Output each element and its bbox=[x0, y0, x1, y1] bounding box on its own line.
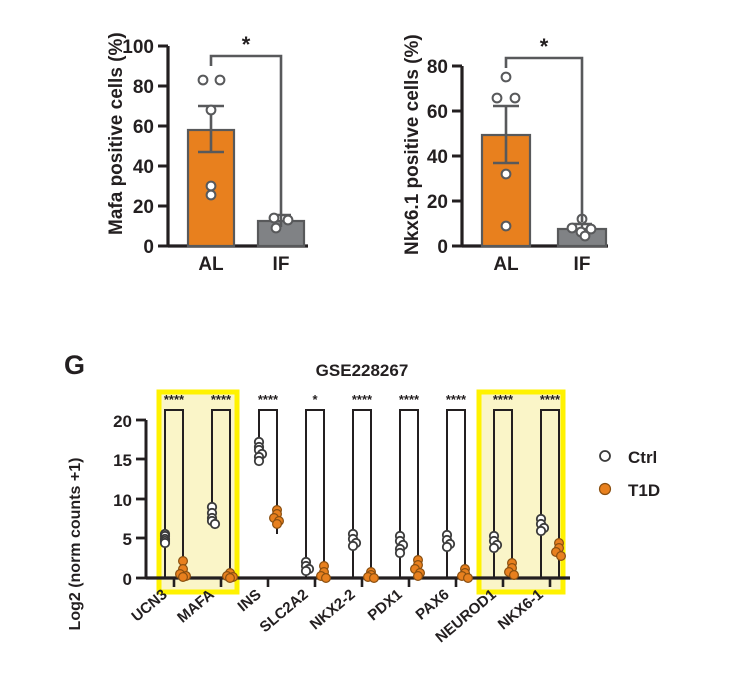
legend-marker-ctrl-icon bbox=[599, 450, 611, 462]
panel-G-points-MAFA bbox=[206, 501, 239, 584]
panel-G-svg: G GSE228267 Log2 (norm counts +1) 0 5 10… bbox=[64, 350, 660, 646]
panel-G-points-PAX6 bbox=[441, 529, 474, 584]
panel-G-star-INS: **** bbox=[258, 392, 279, 407]
mafa-significance-bracket bbox=[209, 54, 283, 216]
highlight-box-nkx61 bbox=[476, 389, 566, 595]
legend-label-ctrl: Ctrl bbox=[628, 448, 657, 467]
panel-G-points-PDX1 bbox=[394, 530, 426, 582]
highlight-box-mafa bbox=[156, 389, 240, 595]
mafa-bar-chart: Mafa positive cells (%) 0 20 40 60 80 10… bbox=[106, 32, 308, 275]
nkx61-y-axis-title: Nkx6.1 positive cells (%) bbox=[402, 34, 423, 255]
panel-G-star-MAFA: **** bbox=[211, 392, 232, 407]
panel-G-ytick-15: 15 bbox=[113, 451, 132, 470]
panel-G: G GSE228267 Log2 (norm counts +1) 0 5 10… bbox=[62, 344, 732, 694]
mafa-ytick-60: 60 bbox=[133, 117, 154, 138]
nkx61-significance-bracket bbox=[504, 56, 584, 222]
panel-G-ytick-20: 20 bbox=[113, 412, 132, 431]
panel-G-gene-label-PAX6: PAX6 bbox=[412, 586, 452, 623]
mafa-ytick-0: 0 bbox=[143, 237, 154, 258]
nkx61-ytick-0: 0 bbox=[437, 237, 448, 258]
panel-G-ytick-10: 10 bbox=[113, 491, 132, 510]
mafa-ytick-40: 40 bbox=[133, 157, 154, 178]
panel-G-legend: Ctrl T1D bbox=[598, 448, 660, 500]
panel-G-points-NKX6-1 bbox=[535, 513, 567, 562]
mafa-significance-star: * bbox=[242, 32, 251, 57]
panel-G-star-UCN3: **** bbox=[164, 392, 185, 407]
legend-label-t1d: T1D bbox=[628, 481, 660, 500]
mafa-ytick-20: 20 bbox=[133, 197, 154, 218]
mafa-points-AL bbox=[197, 74, 226, 201]
nkx61-significance-star: * bbox=[540, 34, 549, 59]
panel-G-points-INS bbox=[253, 436, 285, 530]
legend-marker-t1d-icon bbox=[598, 482, 612, 496]
panel-G-ytick-5: 5 bbox=[123, 530, 132, 549]
panel-G-gene-label-PDX1: PDX1 bbox=[365, 586, 406, 624]
panel-G-y-ticks bbox=[136, 418, 146, 580]
panel-G-gene-label-UCN3: UCN3 bbox=[128, 586, 170, 625]
panel-G-points-NEUROD1 bbox=[488, 530, 520, 581]
panel-G-star-PDX1: **** bbox=[399, 392, 420, 407]
mafa-xlabel-IF: IF bbox=[273, 254, 290, 275]
mafa-xlabel-AL: AL bbox=[198, 254, 224, 275]
nkx61-ytick-20: 20 bbox=[427, 192, 448, 213]
nkx61-errorbar-AL bbox=[493, 104, 519, 165]
panel-G-points-SLC2A2 bbox=[300, 556, 332, 584]
mafa-points-IF bbox=[268, 212, 294, 234]
nkx61-ytick-80: 80 bbox=[427, 57, 448, 78]
panel-G-star-SLC2A2: * bbox=[312, 392, 318, 407]
panel-G-star-NKX6-1: **** bbox=[540, 392, 561, 407]
panel-G-gene-label-NKX2-2: NKX2-2 bbox=[307, 586, 359, 633]
panel-G-title: GSE228267 bbox=[316, 361, 409, 380]
panel-G-points-NKX2-2 bbox=[347, 528, 380, 584]
mafa-ytick-80: 80 bbox=[133, 77, 154, 98]
panel-G-x-ticks bbox=[172, 578, 552, 587]
panel-G-letter: G bbox=[64, 350, 85, 380]
panel-G-y-axis-title: Log2 (norm counts +1) bbox=[67, 458, 84, 631]
mafa-ytick-100: 100 bbox=[122, 37, 154, 58]
panel-G-points-UCN3 bbox=[159, 528, 191, 583]
mafa-y-axis-title: Mafa positive cells (%) bbox=[106, 32, 127, 235]
nkx61-points-AL bbox=[491, 71, 521, 232]
nkx61-bar-chart: Nkx6.1 positive cells (%) 0 20 40 60 80 bbox=[402, 34, 608, 275]
panel-G-star-PAX6: **** bbox=[446, 392, 467, 407]
nkx61-y-ticks bbox=[452, 64, 462, 248]
panel-G-ytick-0: 0 bbox=[123, 570, 132, 589]
mafa-y-ticks bbox=[158, 44, 168, 248]
nkx61-xlabel-IF: IF bbox=[574, 254, 591, 275]
panel-G-star-NEUROD1: **** bbox=[493, 392, 514, 407]
nkx61-ytick-40: 40 bbox=[427, 147, 448, 168]
nkx61-ytick-60: 60 bbox=[427, 102, 448, 123]
nkx61-xlabel-AL: AL bbox=[493, 254, 519, 275]
panel-G-star-NKX2-2: **** bbox=[352, 392, 373, 407]
panel-G-gene-label-SLC2A2: SLC2A2 bbox=[257, 586, 312, 636]
